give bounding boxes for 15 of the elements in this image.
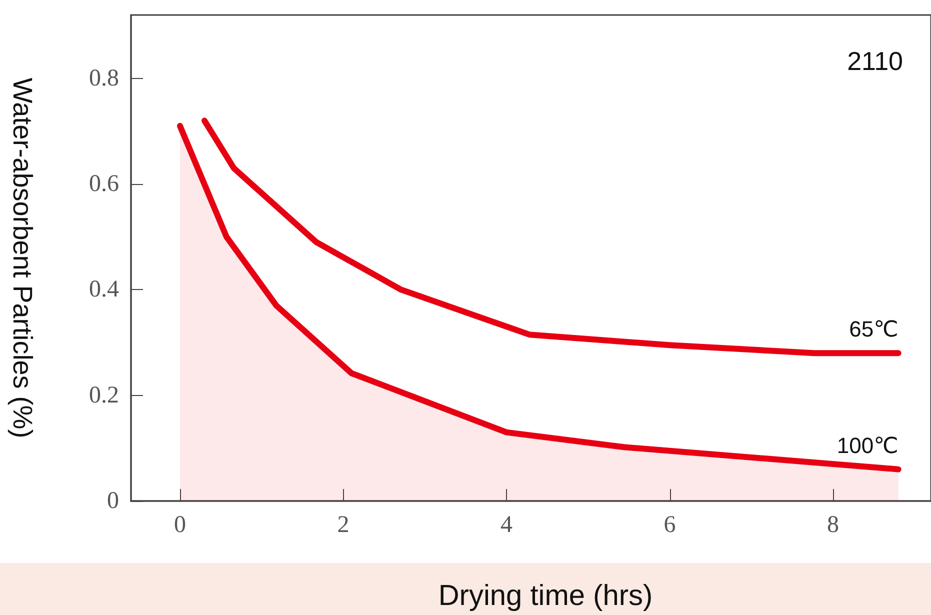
x-axis-title: Drying time (hrs) — [438, 580, 653, 613]
x-tick-label: 8 — [827, 512, 840, 538]
series-label: 65℃ — [849, 316, 898, 342]
y-tick-label: 0.4 — [89, 276, 119, 303]
y-tick-label: 0 — [107, 488, 119, 514]
y-tick-label: 0.2 — [89, 382, 119, 408]
series-label: 100℃ — [836, 432, 898, 458]
y-tick-label: 0.6 — [89, 171, 119, 198]
y-tick-label: 0.8 — [89, 65, 119, 92]
annotation: 2110 — [847, 46, 904, 76]
x-tick-label: 4 — [500, 512, 513, 538]
x-tick-label: 2 — [337, 512, 350, 538]
y-axis-title: Water-absorbent Particles (%) — [8, 78, 38, 438]
x-tick-label: 6 — [664, 512, 676, 538]
x-tick-label: 0 — [174, 512, 186, 538]
